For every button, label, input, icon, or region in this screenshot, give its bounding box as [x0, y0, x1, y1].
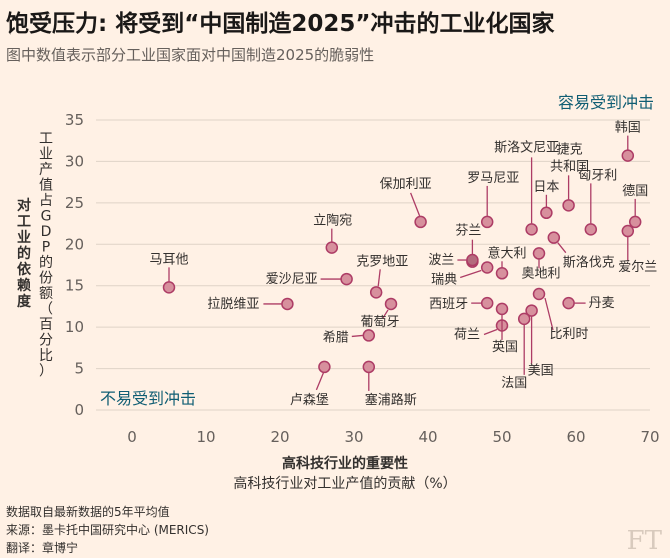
vulnerable-annotation: 容易受到冲击 [558, 93, 654, 112]
leader-line [483, 328, 498, 336]
point-label: 卢森堡 [290, 392, 329, 408]
point-label: 比利时 [549, 327, 588, 342]
footer-note: 数据取自最新数据的5年平均值 [6, 505, 170, 519]
point-label: 日本 [533, 180, 559, 195]
footer-source: 来源：墨卡托中国研究中心 (MERICS) [6, 523, 209, 537]
point-label: 波兰 [428, 253, 454, 268]
data-point [281, 297, 294, 311]
data-point [495, 267, 509, 280]
point-label: 斯洛文尼亚 [494, 140, 559, 155]
y-axis-title: 对工业的依赖度 [17, 197, 32, 310]
data-point [584, 223, 598, 236]
chart-title: 饱受压力: 将受到“中国制造2025”冲击的工业化国家 [6, 11, 555, 37]
data-point [495, 302, 509, 316]
data-point [414, 215, 427, 229]
point-label: 爱沙尼亚 [266, 272, 318, 287]
data-point [525, 304, 538, 317]
point-label: 罗马尼亚 [467, 171, 519, 186]
point-label: 立陶宛 [313, 213, 352, 229]
y-tick-label: 35 [65, 111, 84, 129]
point-label: 塞浦路斯 [365, 392, 417, 408]
x-tick-label: 50 [492, 428, 511, 446]
data-point [547, 231, 561, 244]
data-point [384, 297, 398, 311]
point-label: 意大利 [487, 245, 526, 261]
y-tick-label: 15 [65, 277, 84, 295]
point-label: 美国 [528, 364, 554, 379]
data-point [532, 287, 546, 301]
point-label: 英国 [492, 340, 518, 355]
data-point [517, 312, 531, 326]
leader-line [351, 334, 363, 338]
footer-translator: 翻译：章博宁 [6, 541, 79, 555]
data-point [525, 223, 538, 236]
x-tick-label: 10 [196, 428, 215, 446]
point-label: 法国 [501, 376, 527, 391]
leader-line [315, 372, 325, 391]
y-axis-subtitle: 工业产值占 G D P 的份额（百分比） [39, 131, 53, 380]
point-label: 捷克共和国 [550, 142, 589, 174]
x-tick-label: 30 [344, 428, 363, 446]
data-point [466, 253, 479, 267]
point-label: 芬兰 [455, 224, 481, 239]
data-point [480, 215, 494, 229]
leader-line [377, 269, 381, 287]
not-vulnerable-annotation: 不易受到冲击 [100, 389, 196, 408]
x-tick-label: 60 [566, 428, 585, 446]
data-point [480, 296, 494, 310]
point-label: 爱尔兰 [618, 260, 657, 275]
point-label: 德国 [622, 184, 648, 199]
point-label: 希腊 [323, 330, 349, 345]
data-point [628, 215, 642, 229]
y-tick-label: 5 [74, 360, 84, 378]
point-label: 丹麦 [589, 296, 615, 311]
point-label: 拉脱维亚 [207, 297, 259, 312]
y-tick-label: 10 [65, 318, 84, 336]
leader-line [544, 297, 554, 331]
x-tick-label: 20 [270, 428, 289, 446]
y-tick-label: 20 [65, 235, 84, 253]
ft-logo: FT [626, 526, 662, 556]
leader-line [382, 309, 389, 319]
data-point [325, 241, 339, 254]
data-point [162, 281, 176, 294]
data-point [362, 329, 376, 342]
point-label: 保加利亚 [380, 177, 432, 192]
y-tick-label: 30 [65, 152, 84, 170]
leader-line [557, 242, 567, 254]
data-point [540, 206, 553, 220]
data-point [532, 247, 546, 260]
data-point [621, 224, 635, 238]
data-point [480, 261, 494, 274]
data-point [362, 360, 376, 374]
leader-line [459, 269, 482, 279]
point-label: 马耳他 [149, 252, 188, 267]
x-tick-label: 40 [418, 428, 437, 446]
data-point [369, 286, 383, 299]
point-label: 克罗地亚 [356, 254, 408, 269]
x-axis-subtitle: 高科技行业对工业产值的贡献（%） [233, 475, 456, 492]
chart-subtitle: 图中数值表示部分工业国家面对中国制造2025的脆弱性 [6, 46, 375, 64]
point-label: 葡萄牙 [360, 315, 399, 330]
x-tick-label: 0 [127, 428, 137, 446]
point-label: 瑞典 [431, 272, 457, 287]
data-point [340, 272, 353, 286]
y-tick-label: 0 [74, 401, 84, 419]
point-label: 斯洛伐克 [563, 256, 615, 271]
data-point [562, 199, 575, 212]
y-tick-label: 25 [65, 194, 84, 212]
point-label: 匈牙利 [578, 168, 617, 183]
point-label: 韩国 [615, 121, 641, 136]
point-label: 西班牙 [429, 297, 468, 312]
data-point [621, 149, 635, 162]
x-axis-title: 高科技行业的重要性 [282, 455, 408, 472]
x-tick-label: 70 [640, 428, 659, 446]
leader-line [409, 192, 421, 217]
data-point [562, 296, 575, 310]
point-label: 荷兰 [454, 327, 480, 342]
point-label: 奥地利 [521, 266, 560, 281]
data-point [318, 360, 331, 374]
